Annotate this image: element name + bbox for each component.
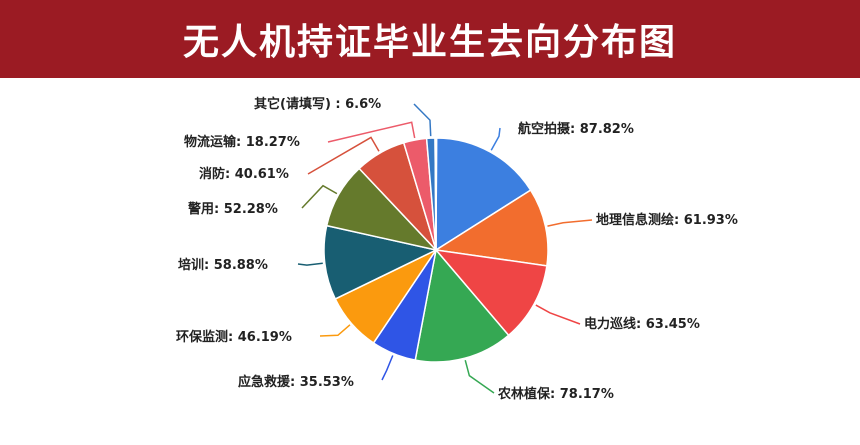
pie-slice-3 — [434, 248, 548, 337]
leader-line-1 — [490, 127, 501, 151]
pie-slice-4 — [414, 248, 510, 363]
leader-line-8 — [301, 184, 338, 209]
leader-line-6 — [319, 324, 351, 337]
data-label-8: 警用: 52.28% — [188, 201, 278, 217]
data-label-11: 其它(请填写) : 6.6% — [254, 96, 381, 112]
leader-line-10 — [327, 121, 416, 143]
data-label-10: 物流运输: 18.27% — [184, 134, 300, 150]
page-title: 无人机持证毕业生去向分布图 — [182, 22, 677, 63]
data-label-1: 航空拍摄: 87.82% — [518, 121, 634, 137]
data-label-7: 培训: 58.88% — [178, 257, 268, 273]
leader-line-4 — [464, 359, 495, 394]
leader-line-9 — [307, 136, 380, 175]
pie-slice-1 — [435, 137, 532, 252]
pie-slice-2 — [433, 189, 549, 267]
data-label-9: 消防: 40.61% — [199, 166, 289, 182]
data-label-6: 环保监测: 46.19% — [176, 329, 292, 345]
leader-line-7 — [297, 262, 323, 266]
leader-line-2 — [547, 219, 593, 227]
data-label-5: 应急救援: 35.53% — [238, 374, 354, 390]
data-label-2: 地理信息测绘: 61.93% — [596, 212, 738, 228]
pie-slice-12 — [434, 137, 438, 251]
leader-line-11 — [413, 103, 432, 137]
leader-line-5 — [381, 355, 394, 381]
data-label-4: 农林植保: 78.17% — [497, 386, 614, 402]
data-label-3: 电力巡线: 63.45% — [584, 316, 700, 332]
header-banner: 无人机持证毕业生去向分布图 — [0, 0, 860, 78]
leader-line-3 — [535, 304, 581, 325]
